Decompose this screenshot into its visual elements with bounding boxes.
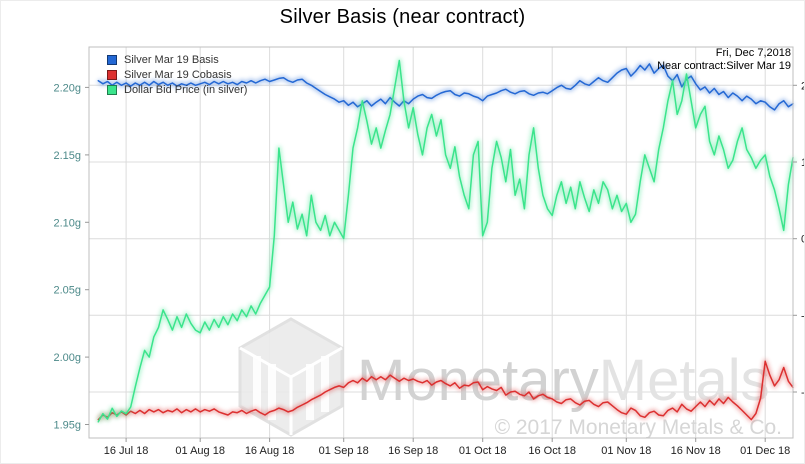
x-axis-tick-label: 16 Aug 18: [245, 445, 295, 457]
cobasis-swatch-icon: [107, 70, 117, 80]
x-axis-tick-label: 01 Nov 18: [601, 445, 651, 457]
left-axis-tick-label: 2.10g: [53, 217, 81, 229]
series-line: [97, 63, 794, 111]
annotation-date: Fri, Dec 7,2018: [715, 47, 791, 59]
legend-label-basis: Silver Mar 19 Basis: [124, 54, 219, 66]
x-axis-tick-label: 16 Nov 18: [671, 445, 721, 457]
x-axis-tick-label: 16 Jul 18: [104, 445, 149, 457]
legend-item-cobasis: Silver Mar 19 Cobasis: [107, 68, 247, 82]
right-axis-tick-label: 1.00%: [801, 157, 805, 169]
series-line: [97, 59, 794, 423]
plot-border: [88, 46, 794, 439]
legend: Silver Mar 19 Basis Silver Mar 19 Cobasi…: [107, 53, 247, 98]
right-axis-tick-label: -2.00%: [801, 387, 805, 399]
page-title: Silver Basis (near contract): [279, 6, 526, 28]
left-axis-tick-label: 2.05g: [53, 285, 81, 297]
legend-item-price: Dollar Bid Price (in silver): [107, 83, 247, 97]
price-swatch-icon: [107, 85, 117, 95]
axis-labels: 1.95g 2.00g 2.05g 2.10g 2.15g 2.20g -2.00% -1.0…: [53, 80, 805, 457]
right-axis-tick-label: 2.00%: [801, 80, 805, 92]
x-axis-tick-label: 16 Sep 18: [388, 445, 438, 457]
right-axis-tick-label: 0.00%: [801, 234, 805, 246]
date-annotation: Fri, Dec 7,2018 Near contract:Silver Mar…: [657, 47, 791, 73]
x-axis-tick-label: 16 Oct 18: [528, 445, 576, 457]
annotation-contract: Near contract:Silver Mar 19: [657, 60, 791, 72]
x-axis-tick-label: 01 Oct 18: [459, 445, 507, 457]
right-axis-tick-label: -1.00%: [801, 310, 805, 322]
watermark-copyright: © 2017 Monetary Metals & Co.: [495, 416, 782, 439]
watermark: MonetaryMetals© 2017 Monetary Metals & C…: [238, 317, 782, 439]
x-axis-tick-label: 01 Aug 18: [175, 445, 225, 457]
x-axis-tick-label: 01 Sep 18: [319, 445, 369, 457]
legend-label-cobasis: Silver Mar 19 Cobasis: [124, 69, 232, 81]
x-axis-tick-label: 01 Dec 18: [740, 445, 790, 457]
legend-item-basis: Silver Mar 19 Basis: [107, 53, 247, 67]
left-axis-tick-label: 2.00g: [53, 352, 81, 364]
basis-swatch-icon: [107, 55, 117, 65]
series-layer: [96, 58, 796, 423]
left-axis-tick-label: 2.15g: [53, 150, 81, 162]
series-line: [97, 360, 794, 421]
left-axis-tick-label: 2.20g: [53, 82, 81, 94]
legend-label-price: Dollar Bid Price (in silver): [124, 84, 248, 96]
gridlines: [89, 47, 793, 438]
left-axis-tick-label: 1.95g: [53, 420, 81, 432]
